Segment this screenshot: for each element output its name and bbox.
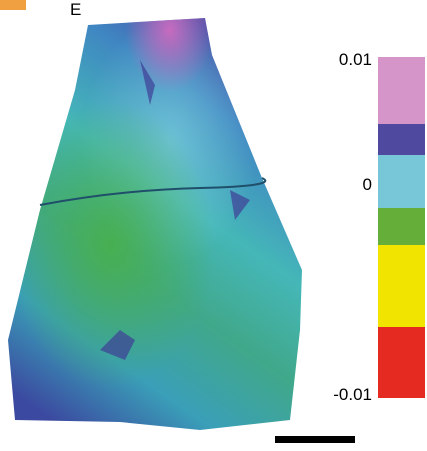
scale-bar — [275, 436, 355, 443]
colorbar-segment — [378, 245, 425, 327]
colorbar-segment — [378, 155, 425, 208]
colorbar-segment — [378, 57, 425, 124]
colorbar-segment — [378, 327, 425, 398]
colorbar-tick-label: 0.01 — [339, 50, 372, 70]
colorbar-tick-label: 0 — [363, 175, 372, 195]
slab — [8, 18, 302, 430]
figure-panel: E — [0, 0, 427, 451]
colorbar — [378, 57, 425, 398]
colorbar-segment — [378, 124, 425, 155]
colorbar-tick-label: -0.01 — [333, 385, 372, 405]
colorbar-segment — [378, 208, 425, 245]
